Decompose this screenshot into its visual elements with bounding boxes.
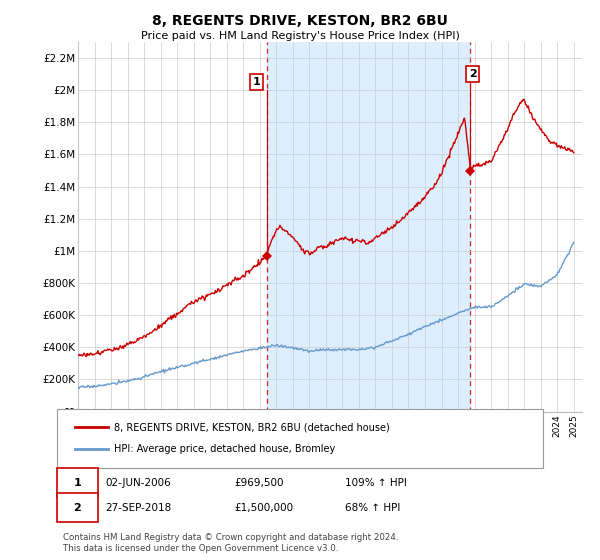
Text: 8, REGENTS DRIVE, KESTON, BR2 6BU (detached house): 8, REGENTS DRIVE, KESTON, BR2 6BU (detac… xyxy=(114,422,390,432)
Text: £969,500: £969,500 xyxy=(234,478,284,488)
Text: 1: 1 xyxy=(74,478,81,488)
Text: 68% ↑ HPI: 68% ↑ HPI xyxy=(345,503,400,513)
Text: 2: 2 xyxy=(469,69,476,79)
Text: 109% ↑ HPI: 109% ↑ HPI xyxy=(345,478,407,488)
Text: HPI: Average price, detached house, Bromley: HPI: Average price, detached house, Brom… xyxy=(114,444,335,454)
Text: Contains HM Land Registry data © Crown copyright and database right 2024.
This d: Contains HM Land Registry data © Crown c… xyxy=(63,533,398,553)
Bar xyxy=(267,42,470,412)
Text: 8, REGENTS DRIVE, KESTON, BR2 6BU: 8, REGENTS DRIVE, KESTON, BR2 6BU xyxy=(152,14,448,28)
Text: £1,500,000: £1,500,000 xyxy=(234,503,293,513)
Text: 2: 2 xyxy=(74,503,81,513)
Text: 02-JUN-2006: 02-JUN-2006 xyxy=(105,478,171,488)
Text: 1: 1 xyxy=(253,77,260,87)
Text: Price paid vs. HM Land Registry's House Price Index (HPI): Price paid vs. HM Land Registry's House … xyxy=(140,31,460,41)
Text: 27-SEP-2018: 27-SEP-2018 xyxy=(105,503,171,513)
